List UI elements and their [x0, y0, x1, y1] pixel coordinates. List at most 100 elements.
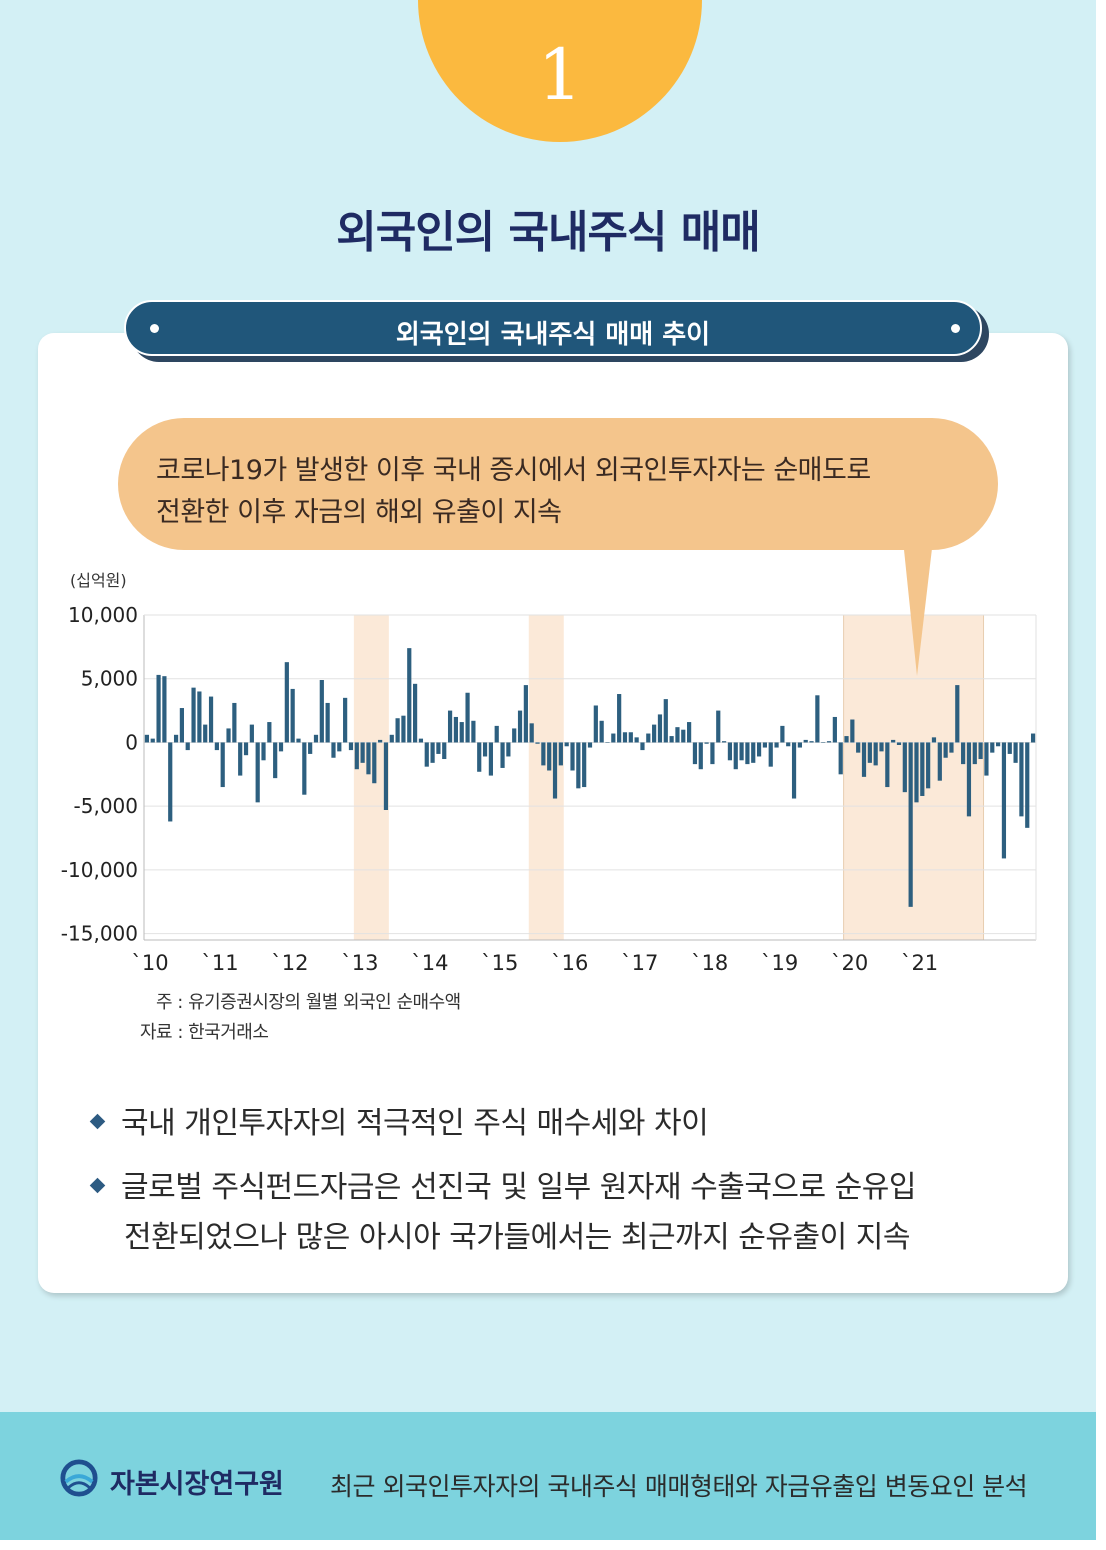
- bar: [319, 680, 324, 743]
- bar: [570, 742, 575, 771]
- bar: [797, 742, 802, 748]
- bar: [523, 685, 528, 743]
- bar: [978, 742, 983, 760]
- bar: [762, 742, 768, 748]
- bar: [931, 737, 937, 743]
- bar: [284, 662, 289, 743]
- bar: [873, 742, 878, 766]
- bar: [278, 742, 284, 752]
- diamond-bullet-icon: [89, 1113, 106, 1130]
- bar: [751, 742, 756, 763]
- bar: [360, 742, 365, 763]
- bar: [587, 742, 593, 748]
- kcmi-logo-icon: [60, 1459, 98, 1497]
- bar: [593, 705, 598, 743]
- bar: [436, 742, 441, 754]
- bar: [838, 742, 843, 775]
- bar: [652, 724, 657, 743]
- bar: [605, 742, 610, 743]
- bar: [879, 742, 884, 752]
- bar: [477, 742, 482, 772]
- bar: [529, 723, 534, 743]
- bar: [418, 738, 424, 743]
- bar: [226, 728, 231, 743]
- bar: [535, 742, 540, 744]
- bullet-2-text-line-2: 전환되었으나 많은 아시아 국가들에서는 최근까지 순유출이 지속: [124, 1220, 910, 1255]
- y-tick-label: 10,000: [68, 603, 138, 627]
- bar: [482, 742, 488, 757]
- y-tick-label: 0: [125, 730, 138, 754]
- bar: [424, 742, 429, 767]
- callout-tail: [903, 540, 933, 676]
- bullet-item-1: 국내 개인투자자의 적극적인 주식 매수세와 차이: [89, 1098, 709, 1142]
- bar: [1025, 742, 1030, 828]
- bar: [943, 742, 948, 758]
- bar: [885, 742, 890, 788]
- bar: [698, 742, 703, 770]
- bullet-item-2: 글로벌 주식펀드자금은 선진국 및 일부 원자재 수출국으로 순유입: [89, 1162, 916, 1206]
- bar: [214, 742, 219, 751]
- y-tick-label: -10,000: [61, 858, 138, 882]
- bar: [378, 739, 383, 743]
- banner-right-dot: [951, 324, 960, 333]
- bar: [552, 742, 558, 799]
- bar: [407, 648, 412, 743]
- bar: [459, 722, 464, 743]
- bar: [861, 742, 867, 777]
- bar: [249, 724, 254, 743]
- chart-source: 자료 : 한국거래소: [140, 1022, 269, 1043]
- highlight-period: [528, 615, 564, 940]
- bar: [856, 742, 861, 753]
- bar: [949, 742, 954, 753]
- x-tick-label: `16: [551, 951, 588, 975]
- diamond-bullet-icon: [89, 1177, 106, 1194]
- bar: [261, 742, 266, 761]
- bar: [955, 685, 960, 743]
- bar: [412, 683, 418, 743]
- bar: [144, 734, 150, 743]
- bar: [704, 742, 709, 744]
- bar: [1030, 733, 1036, 743]
- bar: [383, 742, 389, 810]
- bar: [162, 676, 167, 743]
- bar: [774, 742, 779, 748]
- bar: [622, 732, 628, 743]
- bar: [541, 742, 546, 766]
- bar: [220, 742, 225, 788]
- banner-left-dot: [150, 324, 159, 333]
- bar: [990, 742, 995, 753]
- bar: [366, 742, 371, 775]
- bar: [733, 742, 738, 770]
- bar: [844, 736, 849, 743]
- bar: [966, 742, 972, 817]
- bar: [389, 734, 394, 743]
- bullet-2-text-line-1: 글로벌 주식펀드자금은 선진국 및 일부 원자재 수출국으로 순유입: [121, 1170, 916, 1205]
- bar: [156, 674, 161, 743]
- section-number: 1: [537, 34, 583, 116]
- x-tick-label: `15: [481, 951, 518, 975]
- bar: [582, 742, 587, 788]
- bar: [891, 739, 896, 743]
- bar: [710, 742, 715, 765]
- callout-bubble: 코로나19가 발생한 이후 국내 증시에서 외국인투자자는 순매도로 전환한 이…: [118, 418, 998, 550]
- callout-line-1: 코로나19가 발생한 이후 국내 증시에서 외국인투자자는 순매도로: [156, 455, 871, 486]
- bar: [721, 741, 727, 743]
- bar: [611, 733, 616, 743]
- bar: [972, 742, 977, 765]
- bar: [628, 732, 633, 743]
- bar-layer: [144, 648, 1036, 907]
- bar: [197, 691, 202, 743]
- bar: [745, 742, 750, 765]
- bar: [547, 742, 552, 771]
- banner-title: 외국인의 국내주식 매매 추이: [395, 320, 711, 350]
- org-name: 자본시장연구원: [110, 1469, 284, 1500]
- bar: [395, 718, 400, 743]
- bar: [203, 724, 208, 743]
- x-tick-label: `14: [411, 951, 448, 975]
- x-tick-label: `12: [271, 951, 308, 975]
- bar: [243, 742, 249, 756]
- bar: [832, 716, 837, 743]
- bar: [179, 708, 184, 743]
- bar: [313, 734, 319, 743]
- bar: [372, 742, 377, 784]
